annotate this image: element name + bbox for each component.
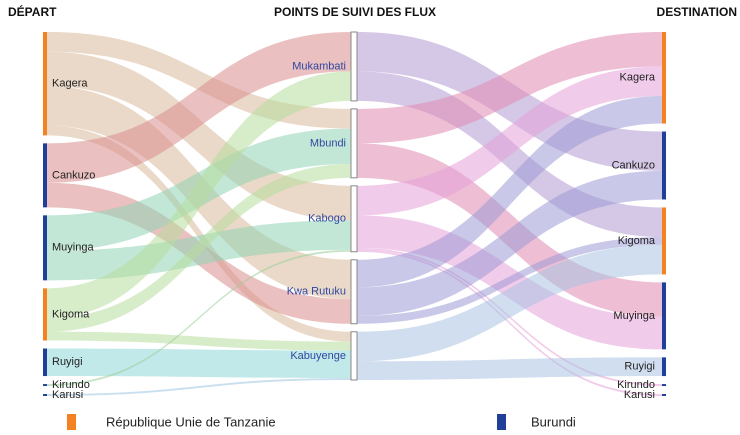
node-label: Karusi <box>624 389 655 401</box>
node-label: Kabogo <box>308 213 346 225</box>
node <box>662 32 666 124</box>
node-label: Kwa Rutuku <box>287 286 346 298</box>
flow <box>47 32 351 183</box>
node-label: Ruyigi <box>52 356 83 368</box>
flow <box>357 244 662 362</box>
node-label: Muyinga <box>52 242 94 254</box>
flow <box>357 237 662 324</box>
flow <box>357 95 662 288</box>
node-label: Mukambati <box>292 60 346 72</box>
node <box>43 394 47 396</box>
node <box>350 31 358 102</box>
node <box>662 131 666 200</box>
flow <box>357 32 662 144</box>
node-label: Kigoma <box>52 308 90 320</box>
node <box>43 32 47 136</box>
flow <box>357 249 662 396</box>
node-label: Kigoma <box>618 235 656 247</box>
column-title: DESTINATION <box>657 5 737 19</box>
flow <box>47 378 351 396</box>
node <box>662 384 666 387</box>
node-label: Muyinga <box>613 310 655 322</box>
node-label: Karusi <box>52 389 83 401</box>
flow <box>47 71 351 318</box>
flow <box>47 164 351 332</box>
legend-label: Burundi <box>531 414 576 429</box>
flow <box>357 357 662 380</box>
node <box>662 394 666 396</box>
node-label: Mbundi <box>310 137 346 149</box>
node <box>43 384 47 387</box>
node-label: Ruyigi <box>624 361 655 373</box>
column-title: DÉPART <box>8 4 57 19</box>
node-label: Kagera <box>52 78 88 90</box>
flow <box>357 66 662 216</box>
node-label: Kabuyenge <box>290 350 346 362</box>
legend-swatch <box>497 414 506 430</box>
node <box>43 288 47 341</box>
flows <box>47 32 662 396</box>
node <box>350 331 358 381</box>
node <box>350 108 358 179</box>
node <box>350 185 358 253</box>
node-label: Cankuzo <box>612 159 655 171</box>
node <box>43 215 47 281</box>
legend-label: République Unie de Tanzanie <box>106 414 276 429</box>
flow <box>357 170 662 316</box>
flow <box>47 51 351 221</box>
column-title: POINTS DE SUIVI DES FLUX <box>274 5 436 19</box>
node <box>662 207 666 275</box>
flow <box>47 125 351 342</box>
node-label: Cankuzo <box>52 169 95 181</box>
node-label: Kagera <box>620 72 656 84</box>
node <box>43 348 47 377</box>
node <box>662 282 666 350</box>
node <box>43 143 47 208</box>
node <box>350 259 358 325</box>
node <box>662 357 666 377</box>
node-label: Kirundo <box>617 379 655 391</box>
flow <box>47 249 351 387</box>
legend-swatch <box>67 414 76 430</box>
node-label: Kirundo <box>52 379 90 391</box>
flow <box>47 331 351 351</box>
